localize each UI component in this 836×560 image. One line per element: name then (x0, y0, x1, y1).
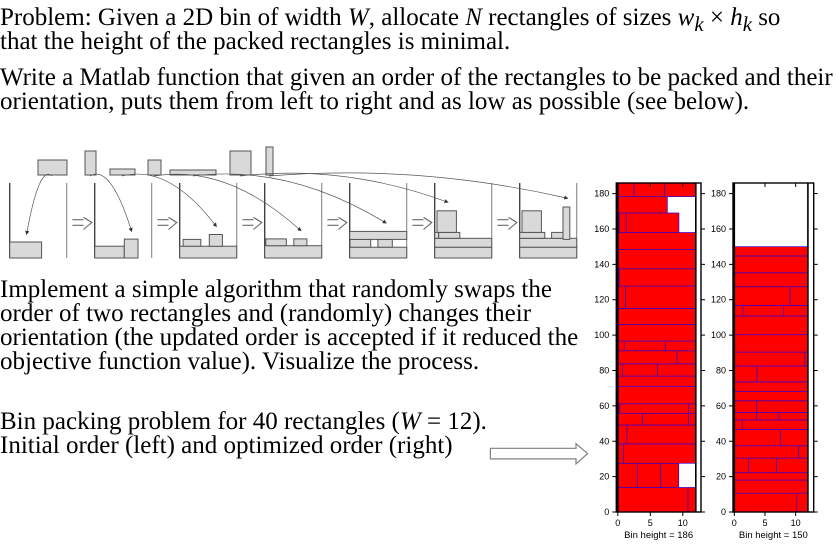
svg-text:20: 20 (716, 472, 726, 482)
svg-text:Bin height = 186: Bin height = 186 (624, 530, 693, 541)
svg-text:100: 100 (594, 330, 609, 340)
svg-text:120: 120 (711, 295, 726, 305)
svg-text:80: 80 (716, 365, 726, 375)
svg-text:60: 60 (716, 401, 726, 411)
svg-text:0: 0 (732, 518, 737, 528)
svg-text:20: 20 (599, 472, 609, 482)
svg-text:160: 160 (594, 224, 609, 234)
svg-text:100: 100 (711, 330, 726, 340)
svg-text:10: 10 (791, 518, 801, 528)
svg-text:180: 180 (594, 189, 609, 199)
svg-text:10: 10 (678, 518, 688, 528)
svg-text:120: 120 (594, 295, 609, 305)
svg-text:40: 40 (716, 436, 726, 446)
svg-text:5: 5 (762, 518, 767, 528)
svg-text:0: 0 (721, 507, 726, 517)
svg-text:60: 60 (599, 401, 609, 411)
svg-text:180: 180 (711, 189, 726, 199)
svg-text:160: 160 (711, 224, 726, 234)
svg-text:0: 0 (615, 518, 620, 528)
svg-text:5: 5 (648, 518, 653, 528)
svg-text:0: 0 (604, 507, 609, 517)
svg-text:80: 80 (599, 365, 609, 375)
svg-text:Bin height = 150: Bin height = 150 (739, 530, 808, 541)
svg-text:140: 140 (594, 259, 609, 269)
svg-text:140: 140 (711, 259, 726, 269)
svg-text:40: 40 (599, 436, 609, 446)
